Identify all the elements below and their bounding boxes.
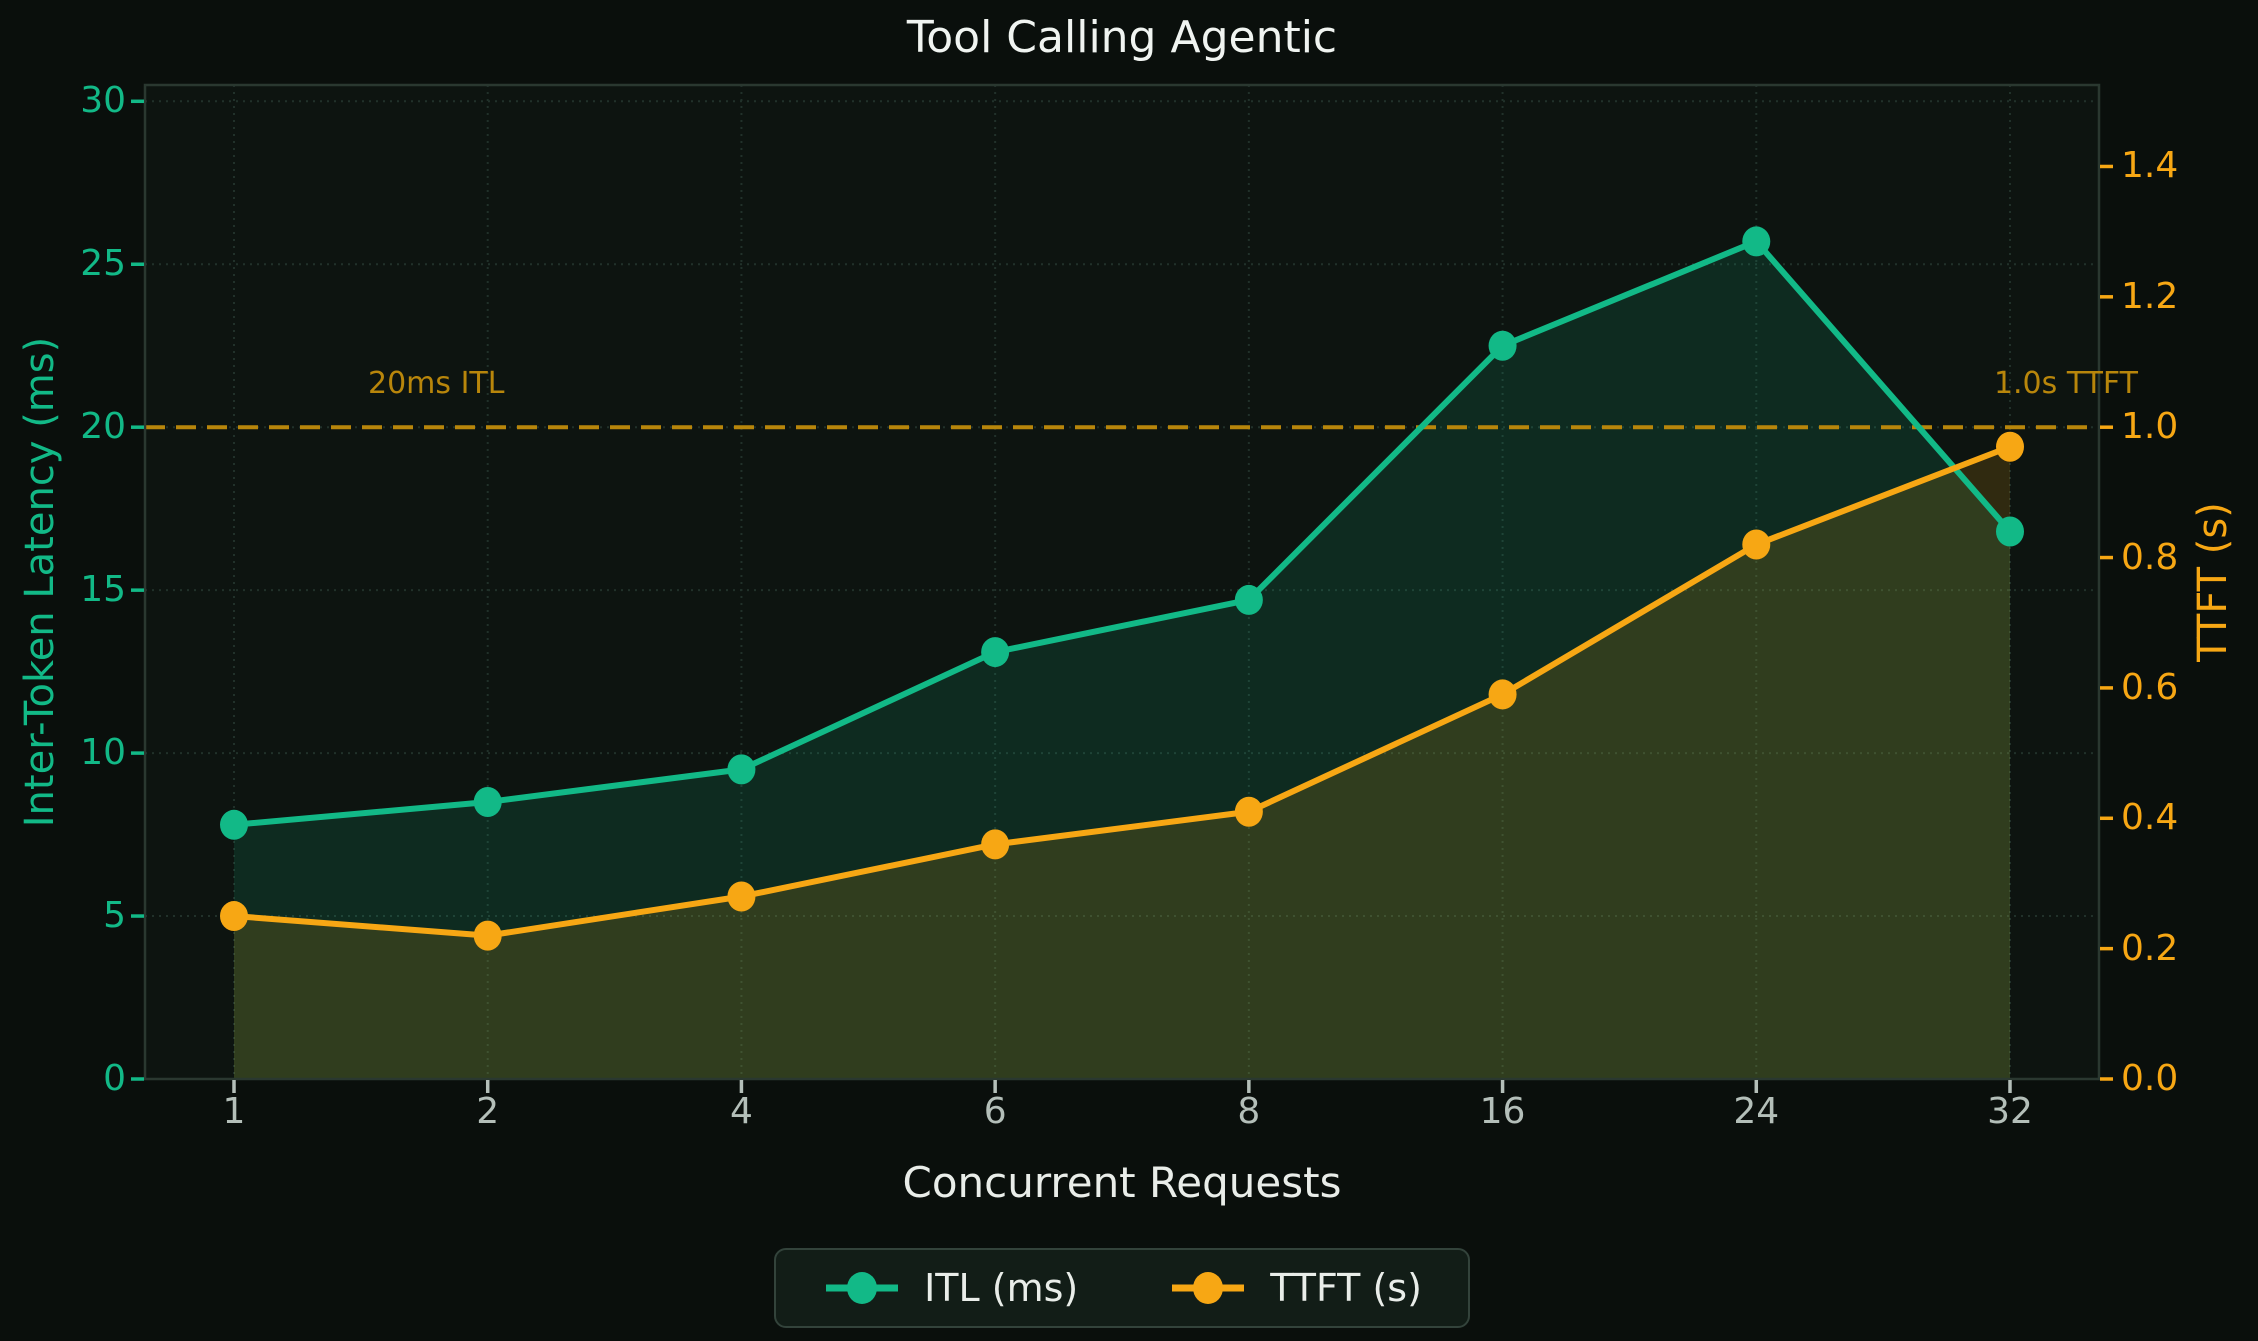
y-axis-right-tick-1.2: 1.2 xyxy=(2121,275,2179,317)
ttft-threshold-annotation: 1.0s TTFT xyxy=(1993,366,2138,401)
x-axis-tick-24: 24 xyxy=(1733,1091,1780,1132)
x-axis-label: Concurrent Requests xyxy=(902,1158,1342,1207)
y-axis-right-tick-0.0: 0.0 xyxy=(2121,1058,2179,1099)
y-axis-right-tick-0.6: 0.6 xyxy=(2121,666,2179,708)
ttft-line-marker-icon xyxy=(1172,1272,1245,1304)
legend-label-itl: ITL (ms) xyxy=(924,1266,1079,1310)
itl-threshold-annotation: 20ms ITL xyxy=(368,366,505,401)
y-axis-right-tick-0.8: 0.8 xyxy=(2121,536,2179,578)
y-axis-left-tick-0: 0 xyxy=(103,1058,126,1099)
y-axis-left-tick-10: 10 xyxy=(80,732,126,774)
legend-box: ITL (ms) TTFT (s) xyxy=(774,1248,1470,1328)
x-axis-tick-2: 2 xyxy=(476,1091,500,1132)
y-axis-right-tick-1.0: 1.0 xyxy=(2121,406,2179,448)
legend-item-itl: ITL (ms) xyxy=(822,1266,1078,1310)
x-axis-tick-4: 4 xyxy=(729,1091,753,1132)
y-axis-right-tick-1.4: 1.4 xyxy=(2121,145,2179,187)
y-axis-left-tick-30: 30 xyxy=(80,80,126,122)
y-axis-left-tick-25: 25 xyxy=(80,243,126,285)
y-axis-right-tick-0.4: 0.4 xyxy=(2121,797,2179,839)
x-axis-tick-6: 6 xyxy=(983,1091,1007,1132)
chart-title: Tool Calling Agentic xyxy=(906,12,1338,63)
x-axis-tick-8: 8 xyxy=(1237,1091,1261,1132)
y-axis-right-tick-0.2: 0.2 xyxy=(2121,927,2179,969)
y-axis-left-tick-20: 20 xyxy=(80,406,126,448)
x-axis-tick-16: 16 xyxy=(1479,1091,1526,1132)
legend: ITL (ms) TTFT (s) xyxy=(145,1248,2099,1328)
x-axis-tick-32: 32 xyxy=(1987,1091,2033,1132)
legend-item-ttft: TTFT (s) xyxy=(1168,1266,1422,1310)
legend-label-ttft: TTFT (s) xyxy=(1270,1266,1422,1310)
y-axis-left-tick-15: 15 xyxy=(80,569,126,611)
x-axis-tick-1: 1 xyxy=(222,1091,246,1132)
y-axis-left-tick-5: 5 xyxy=(103,895,126,937)
itl-line-marker-icon xyxy=(826,1272,899,1304)
